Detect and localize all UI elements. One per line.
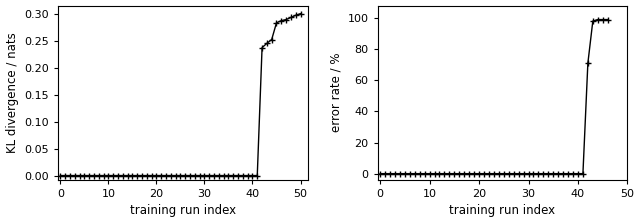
X-axis label: training run index: training run index <box>449 204 556 217</box>
Y-axis label: error rate / %: error rate / % <box>329 53 342 132</box>
Y-axis label: KL divergence / nats: KL divergence / nats <box>6 32 19 153</box>
X-axis label: training run index: training run index <box>130 204 236 217</box>
